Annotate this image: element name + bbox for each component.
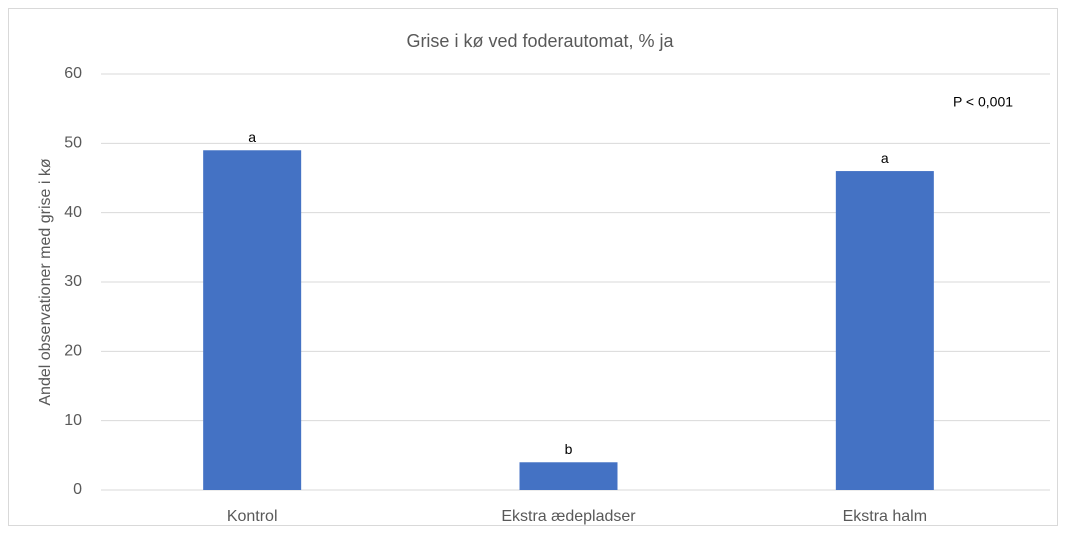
y-tick-label: 40: [64, 204, 82, 221]
significance-letter: a: [881, 150, 889, 166]
y-tick-label: 20: [64, 343, 82, 360]
significance-letter: a: [248, 129, 256, 145]
bar: [203, 150, 302, 490]
bar: [519, 462, 618, 490]
y-tick-label: 50: [64, 135, 82, 152]
chart-title: Grise i kø ved foderautomat, % ja: [406, 31, 674, 51]
annotation: P < 0,001: [953, 94, 1013, 110]
x-tick-label: Kontrol: [227, 508, 278, 525]
bar: [835, 171, 934, 491]
y-tick-label: 30: [64, 273, 82, 290]
x-tick-label: Ekstra halm: [843, 508, 927, 525]
y-tick-label: 0: [73, 481, 82, 498]
x-tick-label: Ekstra ædepladser: [501, 508, 636, 525]
y-tick-label: 10: [64, 412, 82, 429]
y-axis-label: Andel observationer med grise i kø: [37, 158, 54, 405]
y-tick-label: 60: [64, 65, 82, 82]
significance-letter: b: [565, 441, 573, 457]
